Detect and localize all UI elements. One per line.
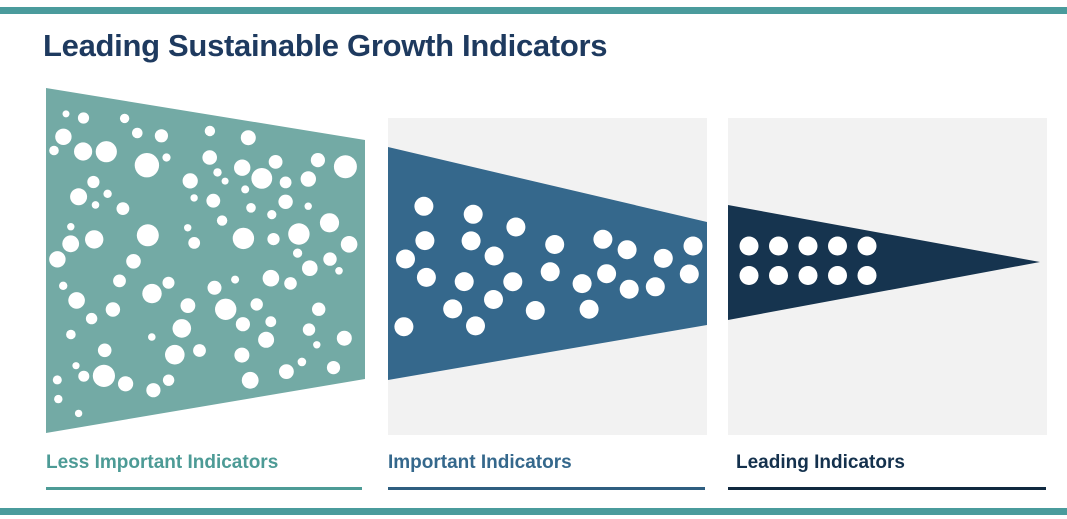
bottom-accent-bar — [0, 508, 1067, 515]
funnel-stage-1-graphic — [46, 88, 365, 433]
stage-panel-important — [388, 88, 707, 435]
funnel-stage-3-graphic — [728, 118, 1047, 435]
stage-underline-important — [388, 487, 705, 490]
stage-panel-leading — [728, 88, 1047, 435]
funnel-stage-2-graphic — [388, 118, 707, 435]
stage-label-leading: Leading Indicators — [736, 452, 905, 473]
stage-label-less-important: Less Important Indicators — [46, 452, 279, 473]
page-title: Leading Sustainable Growth Indicators — [43, 28, 608, 63]
stage-panel-less-important — [46, 88, 365, 435]
stage-underline-less-important — [46, 487, 362, 490]
top-accent-bar — [0, 7, 1067, 14]
stage-underline-leading — [728, 487, 1046, 490]
stage-label-important: Important Indicators — [388, 452, 572, 473]
